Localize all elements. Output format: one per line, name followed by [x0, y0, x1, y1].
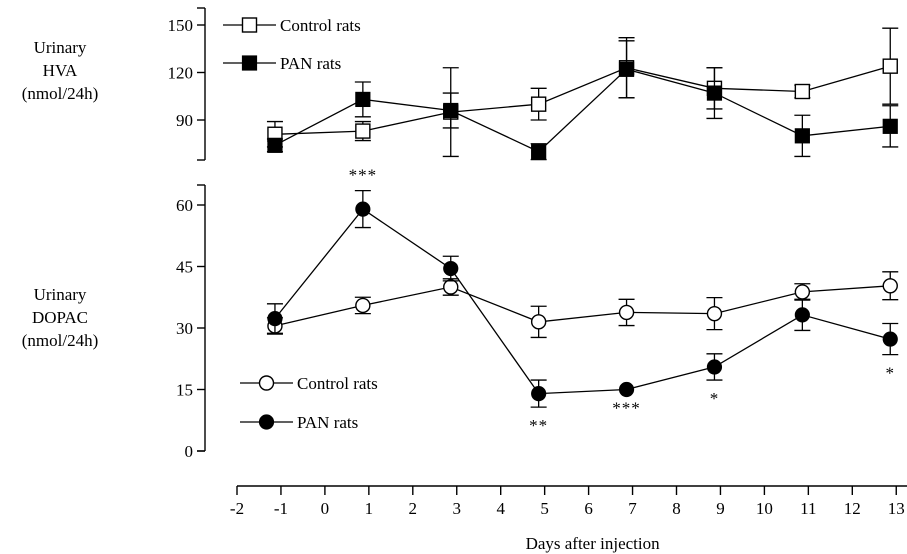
- marker-filled-square: [355, 91, 371, 108]
- y-axis-title-line: (nmol/24h): [22, 331, 99, 350]
- x-axis: -2-101234567891011121314Days after injec…: [230, 485, 907, 553]
- marker-filled-circle: [258, 414, 275, 430]
- x-axis-title: Days after injection: [526, 534, 661, 553]
- marker-open-square: [882, 58, 898, 74]
- series-line: [274, 208, 891, 395]
- legend-item: Control rats: [223, 16, 361, 35]
- x-tick-label: 0: [321, 499, 330, 518]
- marker-filled-circle: [618, 381, 635, 398]
- x-tick-label: 4: [496, 499, 505, 518]
- x-tick-label: 5: [540, 499, 549, 518]
- marker-filled-square: [241, 55, 258, 71]
- x-tick-label: 1: [365, 499, 374, 518]
- marker-filled-circle: [706, 359, 723, 375]
- legend-item: PAN rats: [223, 54, 341, 73]
- marker-open-circle: [618, 304, 635, 321]
- marker-filled-square: [267, 137, 283, 153]
- x-tick-label: -2: [230, 499, 244, 518]
- marker-filled-square: [794, 128, 810, 144]
- marker-filled-circle: [443, 260, 459, 277]
- significance-label: **: [529, 416, 548, 435]
- marker-open-circle: [258, 375, 275, 391]
- marker-filled-circle: [531, 386, 547, 402]
- legend-item: PAN rats: [240, 413, 358, 432]
- x-tick-label: 2: [409, 499, 418, 518]
- y-axis-title-line: HVA: [43, 61, 78, 80]
- legend-label: PAN rats: [297, 413, 358, 432]
- marker-filled-square: [531, 144, 547, 160]
- y-tick-label: 0: [185, 442, 194, 461]
- series-line: [274, 68, 891, 153]
- hva-panel: 90 120 150 Urinary HVA (nmol/24h) Control rats…: [22, 7, 899, 161]
- legend-label: Control rats: [280, 16, 361, 35]
- x-tick-label: 6: [584, 499, 593, 518]
- significance-label: ***: [349, 166, 378, 185]
- legend-label: Control rats: [297, 374, 378, 393]
- marker-filled-square: [706, 85, 723, 101]
- x-tick-label: 9: [716, 499, 725, 518]
- series-line: [274, 285, 891, 327]
- significance-label: *: [886, 364, 896, 383]
- x-tick-label: 10: [756, 499, 773, 518]
- y-axis-title-line: DOPAC: [32, 308, 88, 327]
- marker-filled-square: [618, 61, 635, 77]
- y-tick-label: 150: [168, 16, 194, 35]
- y-axis-title-line: (nmol/24h): [22, 84, 99, 103]
- y-tick-label: 15: [176, 381, 193, 400]
- legend-label: PAN rats: [280, 54, 341, 73]
- x-tick-label: 7: [628, 499, 637, 518]
- x-tick-label: 8: [672, 499, 681, 518]
- marker-open-circle: [443, 279, 459, 295]
- x-tick-label: -1: [274, 499, 288, 518]
- y-tick-label: 90: [176, 111, 193, 130]
- x-tick-label: 3: [453, 499, 462, 518]
- marker-open-circle: [706, 305, 723, 322]
- y-tick-label: 45: [176, 258, 193, 277]
- marker-open-circle: [882, 278, 898, 294]
- series-line: [274, 65, 891, 135]
- significance-label: *: [710, 389, 720, 408]
- y-tick-label: 60: [176, 196, 193, 215]
- marker-filled-circle: [794, 307, 810, 323]
- x-tick-label: 11: [800, 499, 816, 518]
- marker-filled-circle: [882, 331, 898, 347]
- marker-open-square: [241, 17, 258, 33]
- marker-open-square: [794, 83, 811, 100]
- marker-filled-circle: [355, 201, 371, 217]
- significance-label: ***: [612, 399, 641, 418]
- marker-filled-square: [443, 102, 459, 119]
- marker-filled-square: [882, 118, 898, 134]
- x-tick-label: 13: [888, 499, 905, 518]
- y-axis-title-line: Urinary: [34, 285, 87, 304]
- marker-open-circle: [794, 284, 811, 300]
- legend-item: Control rats: [240, 374, 378, 393]
- marker-open-square: [530, 96, 547, 112]
- x-tick-label: 12: [844, 499, 861, 518]
- marker-open-circle: [355, 297, 371, 314]
- y-tick-label: 120: [168, 64, 194, 83]
- y-axis-title-line: Urinary: [34, 38, 87, 57]
- y-tick-label: 30: [176, 319, 193, 338]
- marker-open-square: [355, 123, 371, 139]
- marker-filled-circle: [267, 310, 283, 327]
- marker-open-circle: [530, 314, 547, 330]
